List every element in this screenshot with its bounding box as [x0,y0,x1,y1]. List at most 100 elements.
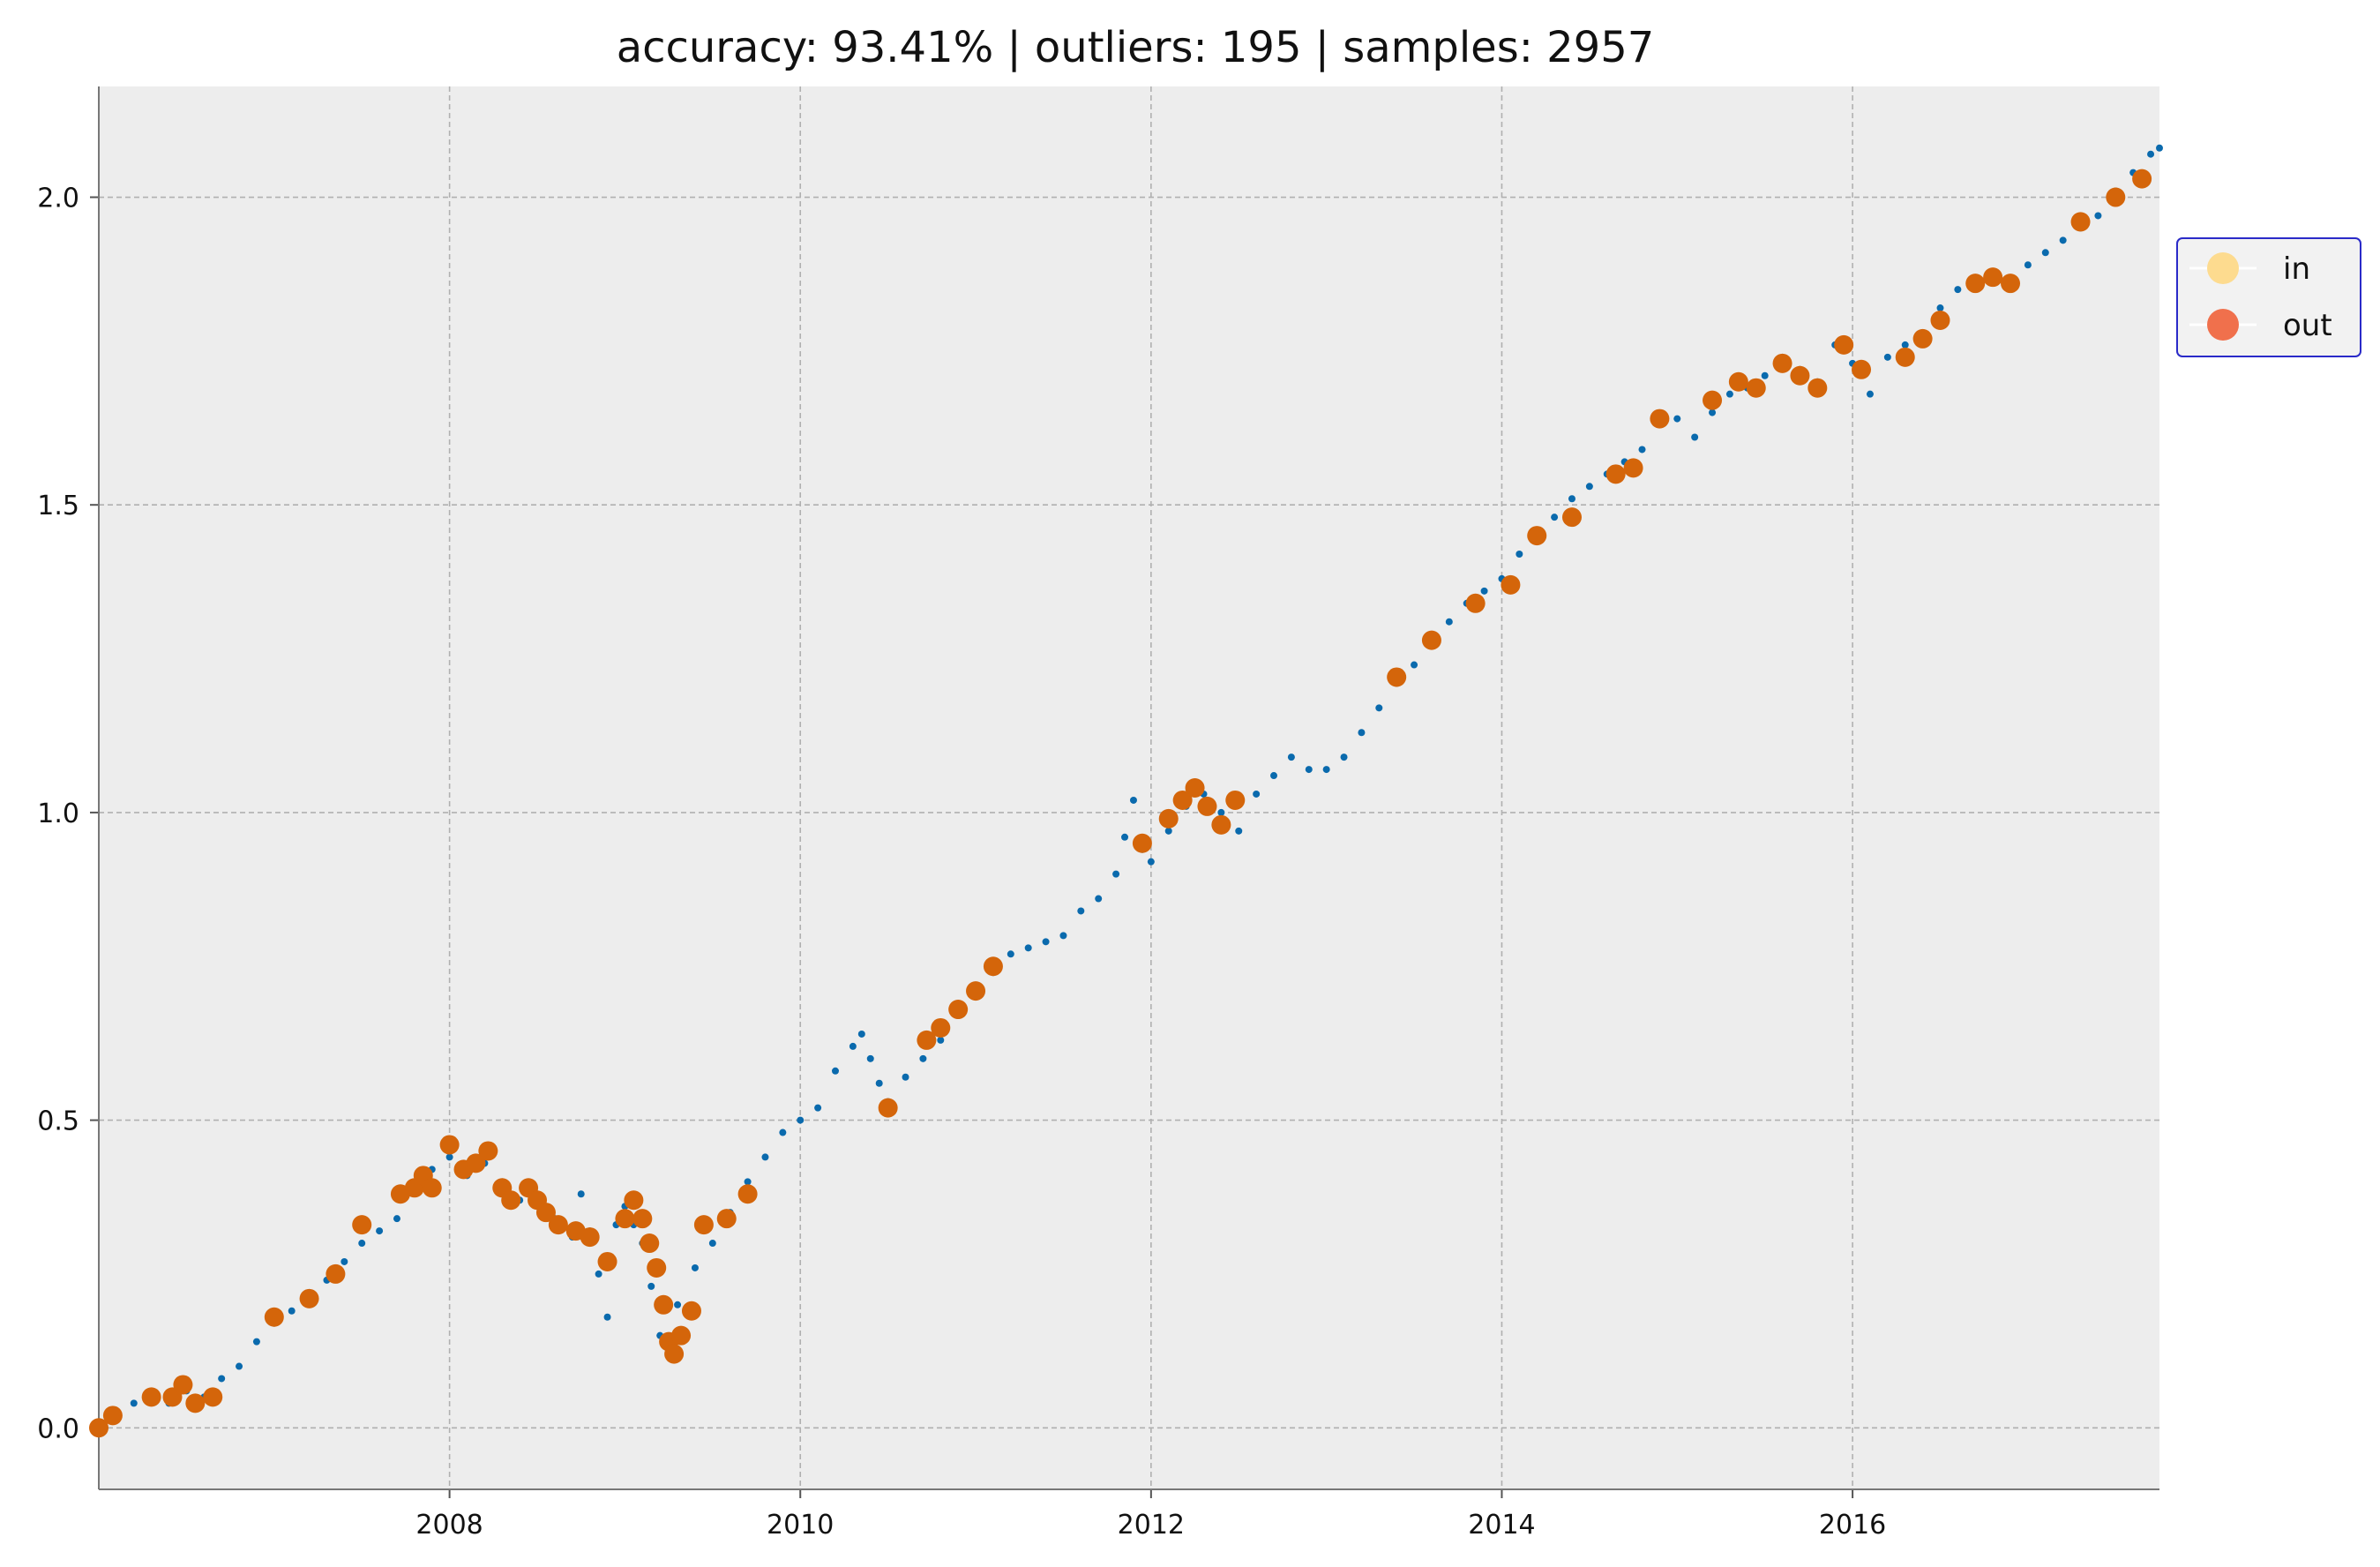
inlier-point [341,1257,348,1265]
outlier-point [466,1153,486,1173]
outlier-point [1746,378,1766,398]
inlier-point [875,1079,883,1087]
inlier-point [577,1190,585,1198]
outlier-point [632,1209,653,1229]
inlier-point [1095,895,1103,903]
outlier-point [1807,378,1828,398]
inlier-point [1112,870,1120,878]
inlier-point [358,1240,366,1248]
inlier-point [902,1073,909,1081]
inlier-point [1568,495,1575,503]
outlier-point [966,981,986,1001]
outlier-point [1728,371,1748,392]
outlier-point [983,956,1003,977]
inlier-point [393,1215,400,1223]
outlier-point [1983,267,2003,288]
inlier-point [1121,833,1129,841]
outlier-point [439,1135,460,1155]
inlier-point [1042,938,1050,946]
outlier-point [931,1017,951,1038]
x-tick-label: 2016 [1819,1510,1886,1541]
y-tick-label: 0.5 [37,1106,79,1137]
inlier-point [1059,932,1067,940]
legend: in out [2176,237,2361,357]
inlier-point [779,1128,787,1136]
outlier-point [1172,790,1193,810]
inlier-point [218,1375,226,1383]
y-tick-label: 1.5 [37,491,79,521]
outlier-point [203,1387,223,1407]
outlier-point [640,1233,660,1254]
outlier-point [647,1257,667,1278]
inlier-point [674,1301,682,1308]
outlier-point [102,1406,123,1426]
y-tick-label: 1.0 [37,798,79,829]
inlier-point [1901,341,1909,349]
outlier-point [1834,334,1854,355]
outlier-point [1790,365,1810,386]
legend-label-out: out [2283,308,2332,343]
outlier-point [1650,409,1670,429]
grid [99,86,2159,1489]
legend-box [2176,237,2361,357]
outlier-point [352,1215,372,1235]
inlier-point [2024,261,2032,269]
inlier-point [1691,433,1699,441]
inlier-point [1270,772,1278,780]
x-tick-label: 2008 [415,1510,483,1541]
inlier-point [2094,212,2102,220]
legend-label-in: in [2283,251,2310,287]
outlier-point [597,1251,617,1271]
inlier-point [1253,790,1261,798]
inlier-point [1358,729,1366,737]
outlier-point [1501,574,1521,595]
inlier-point [1585,483,1593,491]
outlier-point [1605,464,1626,484]
outlier-point [89,1418,109,1438]
outlier-point [654,1294,674,1315]
inlier-point [2059,236,2067,244]
outlier-point [1561,507,1582,528]
outlier-point [1527,526,1547,546]
outlier-point [501,1190,521,1211]
inlier-point [708,1240,716,1248]
inlier-point [1287,754,1295,761]
inlier-point [376,1227,384,1235]
inlier-point [1445,618,1453,626]
outlier-point [1211,814,1231,835]
outlier-point [681,1301,701,1321]
inlier-point [1164,827,1172,835]
outlier-point [2106,187,2126,207]
outlier-point [185,1393,206,1413]
outlier-point [1852,359,1872,379]
outlier-point [1930,311,1950,330]
inlier-point [1516,551,1523,558]
outlier-point [878,1098,898,1118]
outlier-point [716,1209,737,1229]
plot-area [99,86,2159,1489]
inlier-point [1761,371,1769,379]
inlier-point [445,1153,453,1161]
inlier-point [595,1270,602,1278]
inlier-point [288,1307,296,1315]
inlier-point [1340,754,1348,761]
inlier-point [849,1042,857,1050]
legend-marker-in [2207,252,2239,284]
inlier-point [831,1067,839,1075]
inlier-point [1411,661,1418,669]
outlier-point [141,1387,161,1407]
outlier-point [1623,458,1643,478]
inlier-point [797,1116,805,1124]
outlier-point [548,1215,568,1235]
outlier-point [1185,778,1205,798]
outlier-point [1965,274,1986,294]
inlier-point [937,1036,945,1044]
outlier-point [173,1375,193,1395]
outlier-point [1421,630,1441,650]
outlier-point [615,1209,635,1229]
inlier-point [130,1399,138,1407]
inlier-point [1235,827,1243,835]
outlier-point [737,1184,758,1204]
outlier-point [1225,790,1246,810]
